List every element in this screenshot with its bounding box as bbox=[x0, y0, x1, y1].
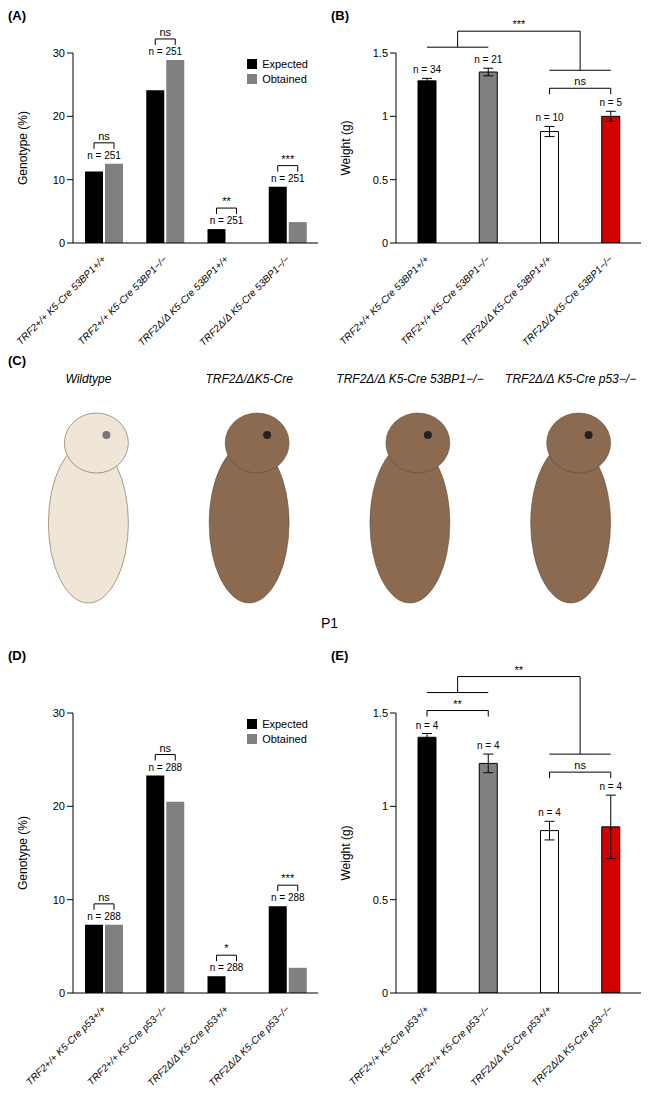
svg-text:TRF2Δ/Δ K5-Cre p53−/−: TRF2Δ/Δ K5-Cre p53−/− bbox=[505, 372, 636, 386]
svg-text:***: *** bbox=[512, 18, 526, 30]
svg-text:Weight (g): Weight (g) bbox=[339, 825, 353, 880]
svg-text:0: 0 bbox=[59, 987, 65, 999]
svg-text:n = 4: n = 4 bbox=[599, 781, 622, 792]
svg-text:n = 288: n = 288 bbox=[271, 892, 305, 903]
svg-text:ns: ns bbox=[574, 75, 586, 87]
svg-text:n = 288: n = 288 bbox=[210, 962, 244, 973]
svg-text:n = 288: n = 288 bbox=[87, 911, 121, 922]
html-text:(B): (B) bbox=[331, 8, 349, 23]
svg-text:20: 20 bbox=[53, 110, 65, 122]
svg-text:30: 30 bbox=[53, 707, 65, 719]
html-text:(A): (A) bbox=[8, 8, 26, 23]
svg-text:TRF2Δ/Δ K5-Cre p53+/+: TRF2Δ/Δ K5-Cre p53+/+ bbox=[145, 1003, 231, 1089]
svg-text:n = 10: n = 10 bbox=[535, 112, 564, 123]
svg-text:ns: ns bbox=[159, 26, 171, 38]
svg-text:ns: ns bbox=[159, 742, 171, 754]
svg-text:Wildtype: Wildtype bbox=[65, 372, 111, 386]
svg-text:n = 288: n = 288 bbox=[148, 762, 182, 773]
svg-text:10: 10 bbox=[53, 174, 65, 186]
svg-text:TRF2+/+ K5-Cre p53+/+: TRF2+/+ K5-Cre p53+/+ bbox=[23, 1003, 108, 1088]
svg-text:n = 4: n = 4 bbox=[416, 720, 439, 731]
svg-text:n = 21: n = 21 bbox=[474, 54, 503, 65]
html-text:Obtained: Obtained bbox=[262, 733, 307, 745]
svg-text:Weight (g): Weight (g) bbox=[339, 120, 353, 175]
html-text:(E): (E) bbox=[331, 648, 349, 663]
svg-text:0: 0 bbox=[382, 237, 388, 249]
svg-text:n = 34: n = 34 bbox=[413, 64, 442, 75]
svg-text:TRF2Δ/Δ K5-Cre 53BP1−/−: TRF2Δ/Δ K5-Cre 53BP1−/− bbox=[197, 253, 292, 348]
svg-text:n = 251: n = 251 bbox=[87, 150, 121, 161]
svg-text:TRF2+/+ K5-Cre p53−/−: TRF2+/+ K5-Cre p53−/− bbox=[85, 1003, 170, 1088]
svg-text:n = 251: n = 251 bbox=[210, 215, 244, 226]
svg-text:TRF2Δ/Δ K5-Cre 53BP1+/+: TRF2Δ/Δ K5-Cre 53BP1+/+ bbox=[135, 253, 231, 348]
svg-text:TRF2Δ/Δ K5-Cre p53−/−: TRF2Δ/Δ K5-Cre p53−/− bbox=[207, 1003, 292, 1088]
html-text:Expected: Expected bbox=[262, 58, 308, 70]
svg-text:Genotype (%): Genotype (%) bbox=[16, 816, 30, 890]
svg-text:n = 251: n = 251 bbox=[271, 173, 305, 184]
svg-text:n = 251: n = 251 bbox=[148, 46, 182, 57]
svg-text:0.5: 0.5 bbox=[373, 174, 388, 186]
html-text:Expected: Expected bbox=[262, 718, 308, 730]
svg-text:ns: ns bbox=[574, 759, 586, 771]
html-text:(D): (D) bbox=[8, 648, 26, 663]
svg-text:TRF2+/+ K5-Cre 53BP1+/+: TRF2+/+ K5-Cre 53BP1+/+ bbox=[337, 253, 431, 347]
svg-text:0: 0 bbox=[59, 237, 65, 249]
svg-text:***: *** bbox=[281, 153, 295, 165]
svg-text:0: 0 bbox=[382, 987, 388, 999]
svg-text:**: ** bbox=[515, 664, 524, 676]
svg-text:**: ** bbox=[453, 698, 462, 710]
svg-text:0.5: 0.5 bbox=[373, 894, 388, 906]
html-text:(C): (C) bbox=[8, 353, 26, 368]
svg-text:n = 4: n = 4 bbox=[538, 807, 561, 818]
svg-text:P1: P1 bbox=[321, 615, 338, 631]
svg-text:1.5: 1.5 bbox=[373, 47, 388, 59]
svg-text:n = 4: n = 4 bbox=[477, 740, 500, 751]
svg-text:TRF2+/+ K5-Cre 53BP1−/−: TRF2+/+ K5-Cre 53BP1−/− bbox=[398, 253, 493, 347]
svg-text:Genotype (%): Genotype (%) bbox=[16, 111, 30, 185]
svg-text:**: ** bbox=[222, 195, 231, 207]
svg-text:1: 1 bbox=[382, 110, 388, 122]
html-text:Obtained: Obtained bbox=[262, 73, 307, 85]
svg-text:1.5: 1.5 bbox=[373, 707, 388, 719]
svg-text:TRF2+/+ K5-Cre p53+/+: TRF2+/+ K5-Cre p53+/+ bbox=[346, 1003, 431, 1088]
svg-text:TRF2Δ/Δ K5-Cre p53+/+: TRF2Δ/Δ K5-Cre p53+/+ bbox=[468, 1003, 554, 1089]
svg-text:1: 1 bbox=[382, 800, 388, 812]
svg-text:TRF2Δ/ΔK5-Cre: TRF2Δ/ΔK5-Cre bbox=[205, 372, 293, 386]
svg-text:TRF2Δ/Δ K5-Cre 53BP1−/−: TRF2Δ/Δ K5-Cre 53BP1−/− bbox=[520, 253, 615, 348]
svg-text:20: 20 bbox=[53, 800, 65, 812]
svg-text:TRF2Δ/Δ K5-Cre 53BP1+/+: TRF2Δ/Δ K5-Cre 53BP1+/+ bbox=[458, 253, 554, 348]
svg-text:n = 5: n = 5 bbox=[599, 97, 622, 108]
svg-text:TRF2+/+ K5-Cre p53−/−: TRF2+/+ K5-Cre p53−/− bbox=[408, 1003, 493, 1088]
svg-text:30: 30 bbox=[53, 47, 65, 59]
svg-text:10: 10 bbox=[53, 894, 65, 906]
svg-text:*: * bbox=[224, 942, 229, 954]
svg-text:TRF2Δ/Δ K5-Cre 53BP1−/−: TRF2Δ/Δ K5-Cre 53BP1−/− bbox=[336, 372, 483, 386]
svg-text:TRF2Δ/Δ K5-Cre p53−/−: TRF2Δ/Δ K5-Cre p53−/− bbox=[530, 1003, 615, 1088]
svg-text:TRF2+/+ K5-Cre 53BP1+/+: TRF2+/+ K5-Cre 53BP1+/+ bbox=[14, 253, 108, 347]
svg-text:TRF2+/+ K5-Cre 53BP1−/−: TRF2+/+ K5-Cre 53BP1−/− bbox=[75, 253, 170, 347]
svg-text:ns: ns bbox=[98, 891, 110, 903]
svg-text:ns: ns bbox=[98, 130, 110, 142]
svg-text:***: *** bbox=[281, 872, 295, 884]
